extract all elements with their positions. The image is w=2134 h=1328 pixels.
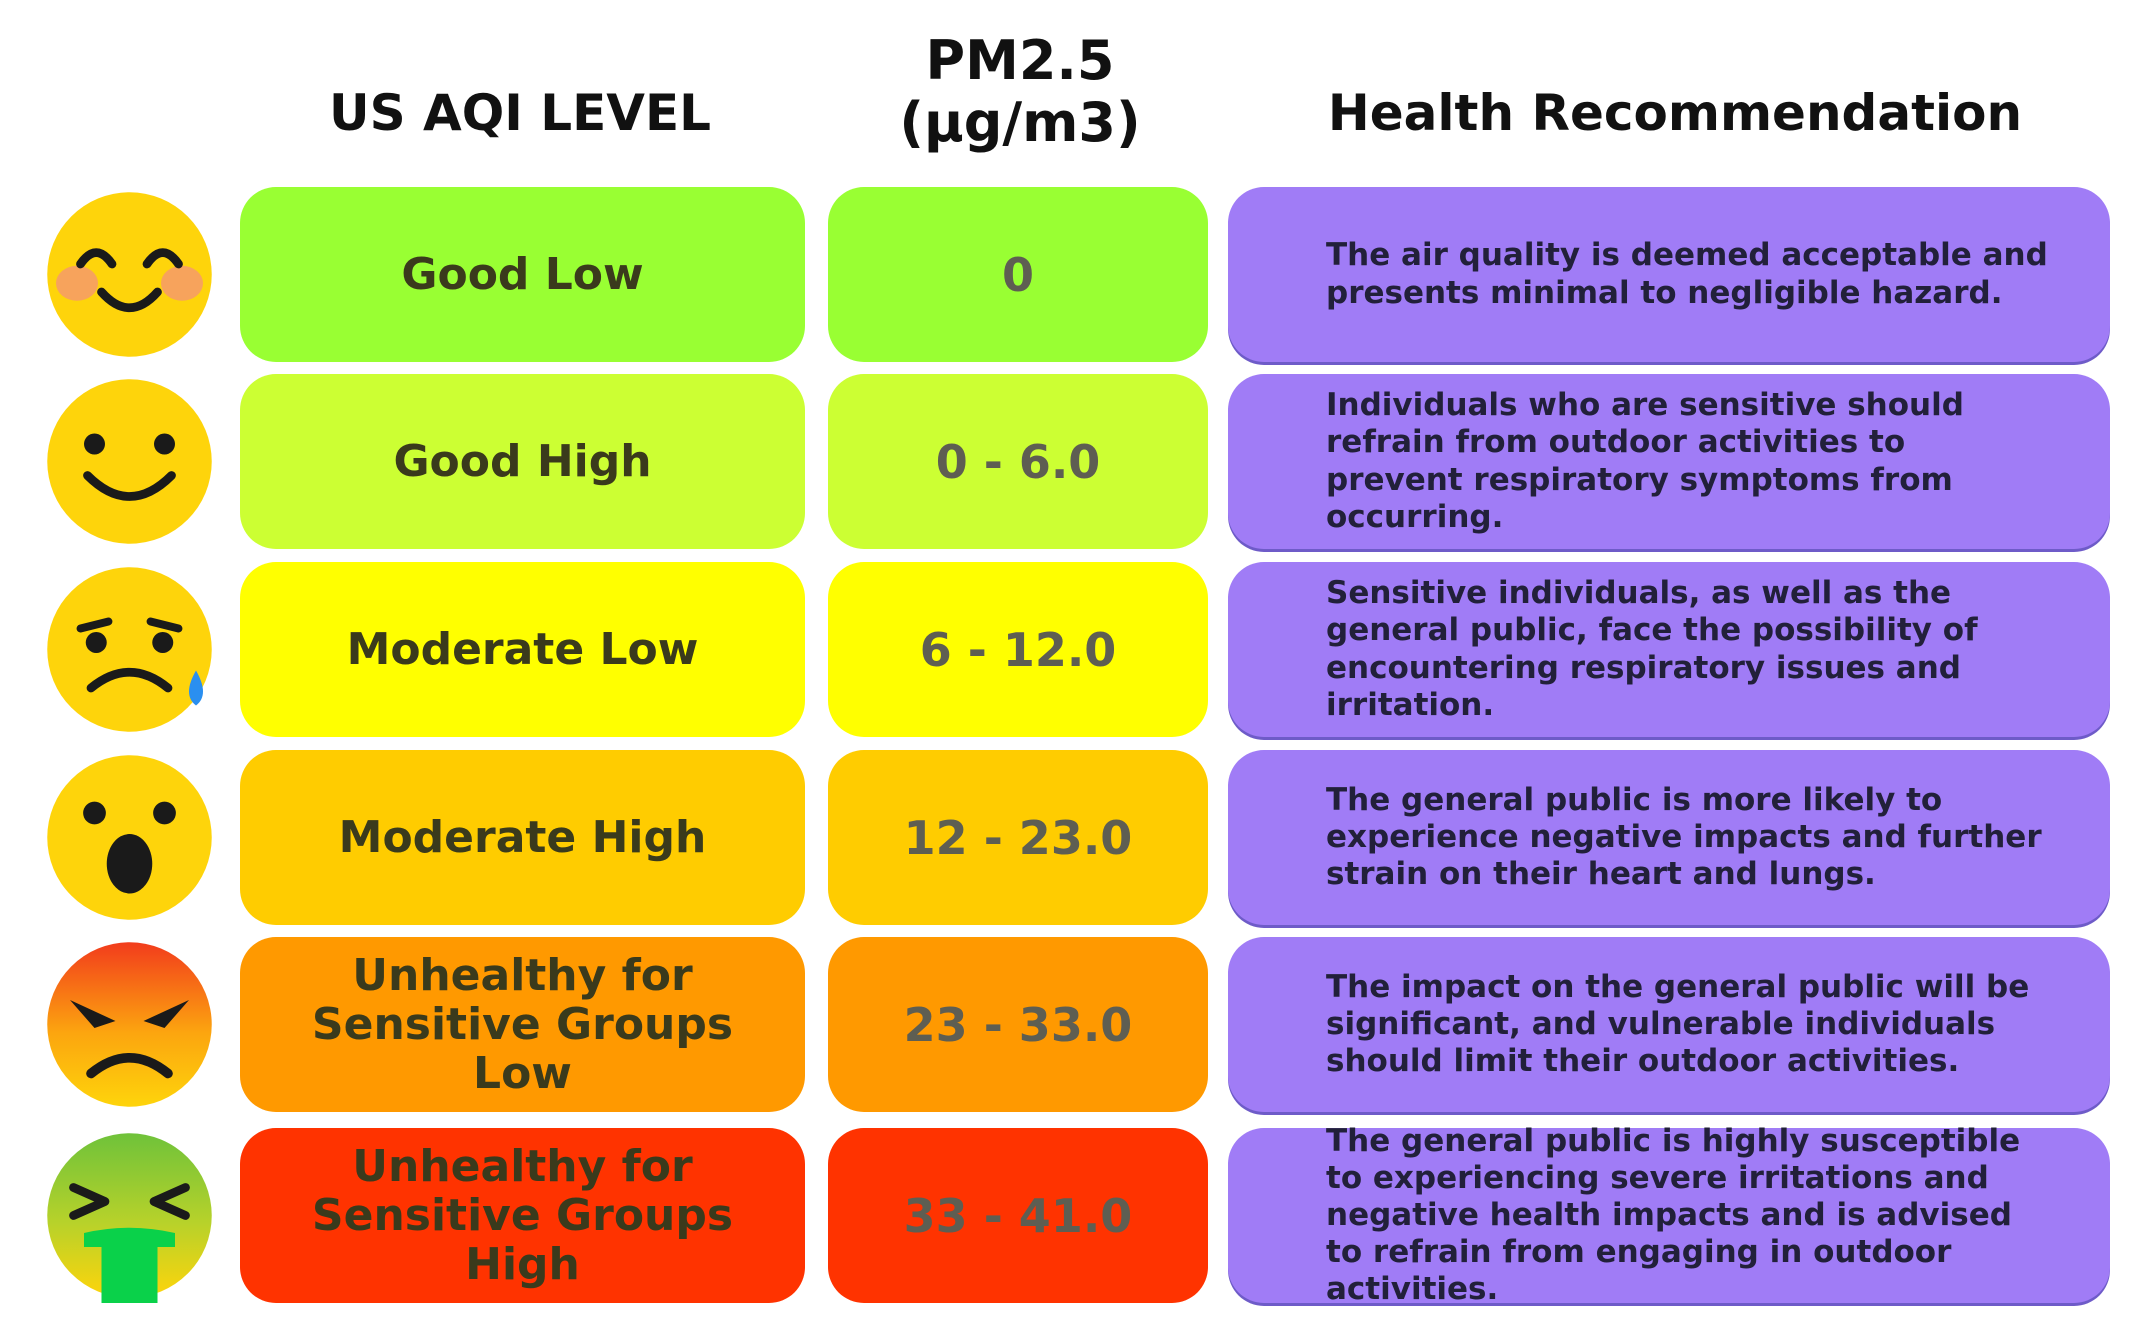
aqi-level-label: Unhealthy for Sensitive Groups Low [240,937,805,1112]
health-recommendation: Individuals who are sensitive should ref… [1228,374,2110,549]
health-recommendation: The general public is highly susceptible… [1228,1123,2110,1307]
aqi-level-label: Moderate Low [240,562,805,737]
surprised-face-icon [42,750,217,925]
header-health-recommendation: Health Recommendation [1327,84,2023,142]
health-recommendation: Sensitive individuals, as well as the ge… [1228,562,2110,737]
aqi-level-label: Good High [240,374,805,549]
pm25-value: 12 - 23.0 [828,750,1208,925]
health-recommendation: The general public is more likely to exp… [1228,750,2110,925]
slight-smile-face-icon [42,374,217,549]
health-recommendation: The impact on the general public will be… [1228,937,2110,1112]
header-pm25: PM2.5 (µg/m3) [820,29,1220,155]
aqi-level-label: Unhealthy for Sensitive Groups High [240,1128,805,1303]
aqi-level-label: Good Low [240,187,805,362]
aqi-level-label: Moderate High [240,750,805,925]
header-pm25-title: PM2.5 [925,29,1115,92]
vomiting-face-icon [42,1128,217,1303]
header-us-aqi-level: US AQI LEVEL [329,84,711,142]
sad-sweat-face-icon [42,562,217,737]
pm25-value: 33 - 41.0 [828,1128,1208,1303]
aqi-row-moderate-high: Moderate High 12 - 23.0 The general publ… [0,750,2134,925]
header-pm25-unit: (µg/m3) [899,91,1141,155]
aqi-row-moderate-low: Moderate Low 6 - 12.0 Sensitive individu… [0,562,2134,737]
pm25-value: 23 - 33.0 [828,937,1208,1112]
aqi-row-usg-low: Unhealthy for Sensitive Groups Low 23 - … [0,937,2134,1112]
aqi-row-good-high: Good High 0 - 6.0 Individuals who are se… [0,374,2134,549]
pm25-value: 0 - 6.0 [828,374,1208,549]
pm25-value: 0 [828,187,1208,362]
smiling-blush-face-icon [42,187,217,362]
pm25-value: 6 - 12.0 [828,562,1208,737]
aqi-row-good-low: Good Low 0 The air quality is deemed acc… [0,187,2134,362]
health-recommendation: The air quality is deemed acceptable and… [1228,187,2110,362]
aqi-row-usg-high: Unhealthy for Sensitive Groups High 33 -… [0,1123,2134,1307]
angry-face-icon [42,937,217,1112]
